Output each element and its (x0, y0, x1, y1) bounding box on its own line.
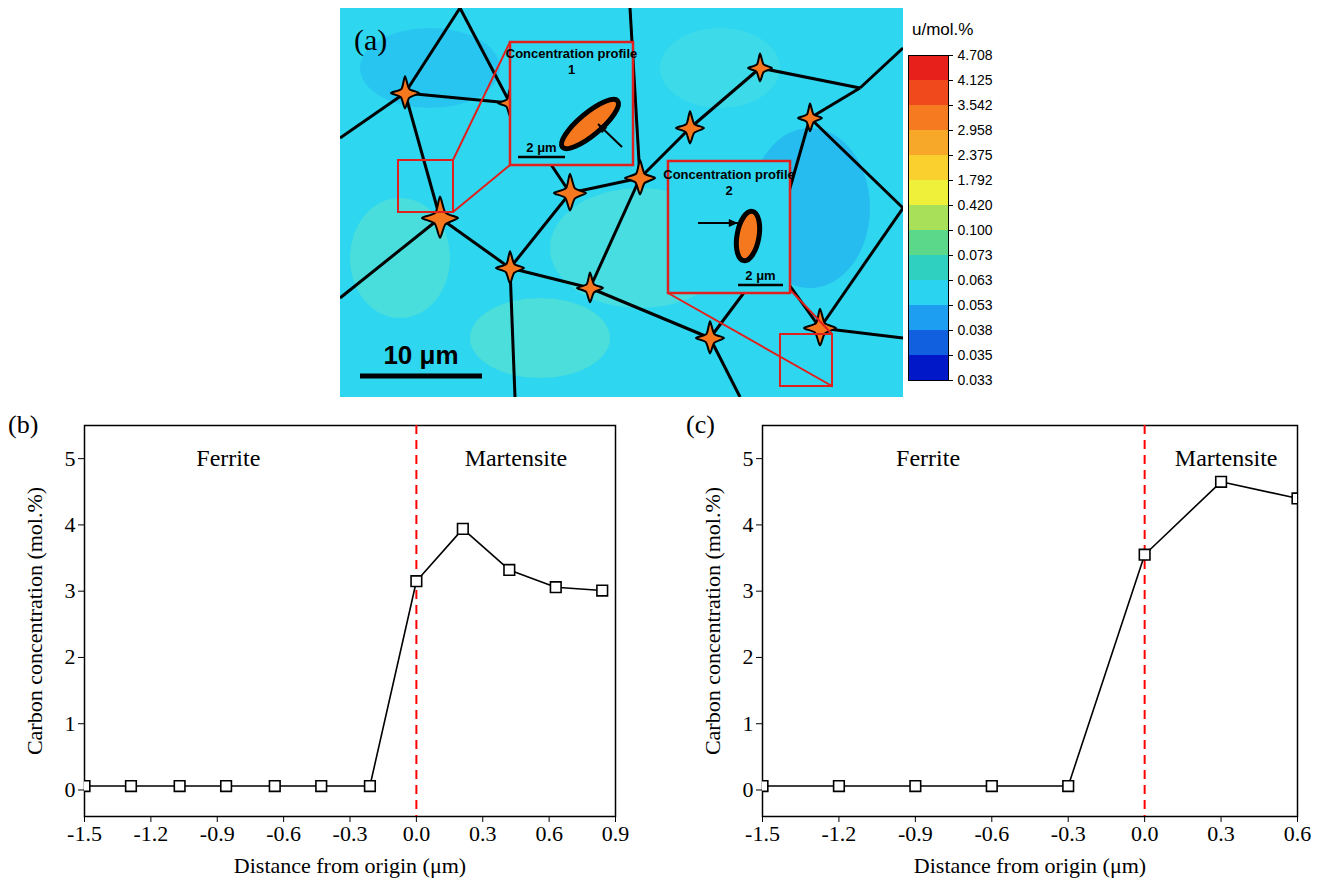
svg-text:-0.6: -0.6 (266, 821, 301, 846)
svg-text:2 μm: 2 μm (745, 268, 775, 283)
svg-text:0.0: 0.0 (1131, 821, 1159, 846)
svg-text:0.6: 0.6 (535, 821, 563, 846)
svg-text:0.100: 0.100 (958, 222, 993, 238)
svg-text:-1.2: -1.2 (133, 821, 168, 846)
svg-text:Martensite: Martensite (465, 445, 568, 471)
svg-text:Martensite: Martensite (1175, 445, 1278, 471)
svg-text:Distance from origin (μm): Distance from origin (μm) (234, 853, 466, 878)
svg-text:2: 2 (725, 183, 732, 198)
svg-text:-1.2: -1.2 (822, 821, 857, 846)
svg-text:0.420: 0.420 (958, 197, 993, 213)
svg-text:Concentration profile: Concentration profile (506, 46, 637, 61)
svg-text:0: 0 (743, 777, 754, 802)
svg-text:0.6: 0.6 (1284, 821, 1312, 846)
svg-text:Ferrite: Ferrite (196, 445, 260, 471)
svg-text:0.9: 0.9 (602, 821, 630, 846)
svg-text:Carbon concentration (mol.%): Carbon concentration (mol.%) (22, 487, 47, 755)
html-text:u/mol.%: u/mol.% (912, 20, 974, 39)
svg-text:0.053: 0.053 (958, 297, 993, 313)
svg-text:0.3: 0.3 (1207, 821, 1235, 846)
svg-text:2.958: 2.958 (958, 122, 993, 138)
svg-text:5: 5 (65, 446, 76, 471)
svg-text:0.073: 0.073 (958, 247, 993, 263)
svg-text:Ferrite: Ferrite (896, 445, 960, 471)
svg-text:2: 2 (743, 644, 754, 669)
svg-text:-0.9: -0.9 (200, 821, 235, 846)
svg-text:5: 5 (743, 446, 754, 471)
svg-text:-1.5: -1.5 (745, 821, 780, 846)
svg-text:1: 1 (743, 711, 754, 736)
svg-text:1: 1 (568, 62, 575, 77)
svg-text:0.033: 0.033 (958, 372, 993, 388)
svg-text:3.542: 3.542 (958, 97, 993, 113)
svg-text:2 μm: 2 μm (526, 140, 556, 155)
svg-text:-0.3: -0.3 (333, 821, 368, 846)
svg-text:0: 0 (65, 777, 76, 802)
svg-text:4: 4 (743, 512, 754, 537)
svg-text:3: 3 (65, 578, 76, 603)
svg-text:1.792: 1.792 (958, 172, 993, 188)
svg-text:0.035: 0.035 (958, 347, 993, 363)
svg-text:10 μm: 10 μm (383, 340, 458, 370)
svg-text:3: 3 (743, 578, 754, 603)
svg-text:2: 2 (65, 644, 76, 669)
svg-text:-1.5: -1.5 (67, 821, 102, 846)
svg-text:4.708: 4.708 (958, 47, 993, 63)
svg-text:4: 4 (65, 512, 76, 537)
svg-text:-0.9: -0.9 (898, 821, 933, 846)
svg-text:-0.6: -0.6 (974, 821, 1009, 846)
svg-text:4.125: 4.125 (958, 72, 993, 88)
html-text:(c): (c) (686, 410, 715, 439)
svg-text:1: 1 (65, 711, 76, 736)
svg-text:Distance from origin (μm): Distance from origin (μm) (914, 853, 1146, 878)
svg-text:0.3: 0.3 (469, 821, 497, 846)
svg-text:0.063: 0.063 (958, 272, 993, 288)
svg-text:-0.3: -0.3 (1051, 821, 1086, 846)
svg-text:(a): (a) (354, 23, 387, 57)
html-text:(b): (b) (8, 410, 39, 439)
svg-text:0.0: 0.0 (403, 821, 431, 846)
svg-text:2.375: 2.375 (958, 147, 993, 163)
svg-text:Concentration profile: Concentration profile (663, 167, 794, 182)
svg-text:Carbon concentration (mol.%): Carbon concentration (mol.%) (700, 487, 725, 755)
svg-text:0.038: 0.038 (958, 322, 993, 338)
